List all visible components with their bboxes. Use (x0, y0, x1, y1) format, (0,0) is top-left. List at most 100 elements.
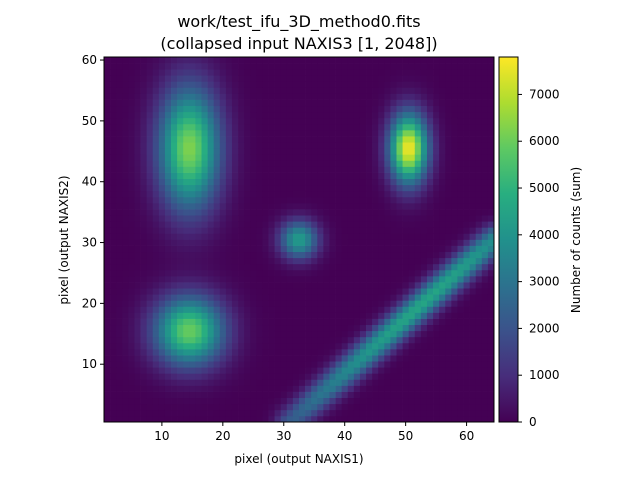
heatmap-cell (268, 245, 275, 253)
heatmap-cell (158, 184, 166, 192)
heatmap-cell (256, 409, 263, 417)
heatmap-cell (305, 172, 312, 180)
heatmap-cell (317, 282, 324, 289)
heatmap-cell (463, 233, 470, 240)
heatmap-cell (201, 245, 208, 253)
heatmap-cell (445, 233, 452, 240)
heatmap-cell (445, 355, 452, 362)
heatmap-cell (402, 294, 410, 301)
heatmap-cell (213, 117, 221, 125)
heatmap-cell (463, 184, 470, 192)
heatmap-cell (317, 184, 324, 192)
heatmap-cell (475, 251, 483, 259)
heatmap-cell (366, 221, 373, 228)
heatmap-cell (146, 306, 154, 313)
heatmap-cell (244, 385, 251, 392)
heatmap-cell (201, 415, 208, 423)
plot-frame (103, 56, 495, 423)
heatmap-cell (463, 294, 470, 301)
heatmap-cell (256, 342, 263, 350)
heatmap-cell (225, 209, 233, 216)
heatmap-cell (487, 269, 495, 277)
heatmap-cell (171, 227, 178, 234)
heatmap-cell (122, 57, 129, 64)
heatmap-cell (128, 355, 135, 362)
heatmap-cell (359, 342, 367, 350)
heatmap-cell (420, 294, 428, 301)
heatmap-cell (122, 276, 129, 283)
heatmap-cell (329, 105, 336, 113)
heatmap-cell (219, 251, 227, 259)
heatmap-cell (475, 196, 483, 204)
heatmap-cell (207, 203, 215, 210)
heatmap-cell (305, 294, 312, 301)
heatmap-cell (286, 324, 294, 332)
heatmap-cell (274, 349, 282, 356)
heatmap-cell (177, 215, 184, 222)
heatmap-cell (372, 336, 379, 344)
heatmap-cell (292, 336, 300, 344)
heatmap-cell (152, 160, 160, 167)
heatmap-cell (140, 288, 147, 295)
heatmap-cell (110, 276, 117, 283)
heatmap-cell (359, 69, 367, 76)
heatmap-cell (250, 81, 257, 88)
heatmap-cell (201, 142, 208, 149)
heatmap-cell (347, 172, 355, 180)
heatmap-cell (250, 99, 257, 107)
heatmap-cell (231, 178, 239, 186)
heatmap-cell (146, 221, 154, 228)
heatmap-cell (292, 136, 300, 143)
heatmap-cell (390, 355, 397, 362)
heatmap-cell (469, 288, 477, 295)
heatmap-cell (451, 263, 458, 271)
heatmap-cell (189, 63, 196, 70)
heatmap-cell (274, 409, 282, 417)
heatmap-cell (396, 81, 403, 88)
heatmap-cell (146, 288, 154, 295)
heatmap-cell (299, 342, 306, 350)
heatmap-cell (219, 306, 227, 313)
heatmap-cell (195, 263, 202, 271)
heatmap-cell (366, 81, 373, 88)
heatmap-cell (335, 215, 342, 222)
heatmap-cell (475, 415, 483, 423)
heatmap-cell (201, 184, 208, 192)
heatmap-cell (286, 263, 294, 271)
heatmap-cell (122, 269, 129, 277)
heatmap-cell (122, 306, 129, 313)
heatmap-cell (152, 397, 160, 405)
heatmap-cell (177, 288, 184, 295)
heatmap-cell (171, 312, 178, 319)
heatmap-cell (366, 178, 373, 186)
heatmap-cell (274, 57, 282, 64)
heatmap-cell (439, 190, 446, 198)
heatmap-cell (390, 257, 397, 265)
heatmap-cell (177, 69, 184, 76)
heatmap-cell (317, 111, 324, 119)
heatmap-cell (189, 209, 196, 216)
heatmap-cell (104, 117, 111, 125)
heatmap-cell (152, 251, 160, 259)
heatmap-cell (426, 263, 434, 271)
heatmap-cell (250, 336, 257, 344)
heatmap-cell (347, 87, 355, 94)
heatmap-cell (481, 136, 489, 143)
heatmap-cell (359, 330, 367, 338)
heatmap-cell (372, 215, 379, 222)
heatmap-cell (433, 136, 440, 143)
heatmap-cell (335, 403, 342, 411)
heatmap-cell (268, 324, 275, 332)
heatmap-cell (128, 257, 135, 265)
heatmap-cell (213, 123, 221, 131)
heatmap-cell (189, 221, 196, 228)
heatmap-cell (189, 111, 196, 119)
heatmap-cell (177, 130, 184, 137)
heatmap-cell (140, 57, 147, 64)
heatmap-cell (475, 136, 483, 143)
heatmap-cell (207, 184, 215, 192)
heatmap-cell (317, 336, 324, 344)
heatmap-cell (463, 318, 470, 326)
heatmap-cell (244, 318, 251, 326)
heatmap-cell (213, 251, 221, 259)
